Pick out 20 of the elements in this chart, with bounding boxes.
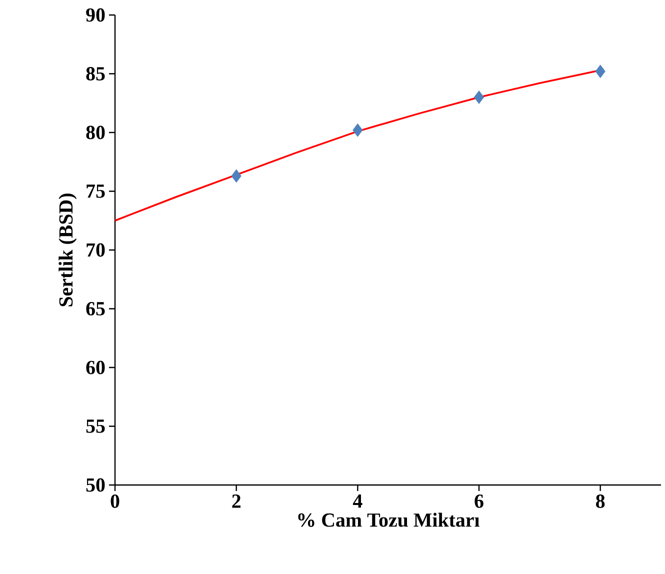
point xyxy=(474,90,484,104)
point xyxy=(595,64,606,78)
y-tick-label: 80 xyxy=(86,126,105,140)
y-tick-label: 65 xyxy=(86,302,105,316)
y-tick-label: 90 xyxy=(86,8,105,22)
y-tick-label: 50 xyxy=(86,478,105,492)
x-axis-title: % Cam Tozu Miktarı xyxy=(298,512,480,527)
x-tick-label: 0 xyxy=(110,494,120,508)
y-tick-label: 60 xyxy=(86,360,105,374)
x-tick-label: 6 xyxy=(474,494,484,508)
x-tick-label: 8 xyxy=(596,494,605,508)
x-tick-label: 4 xyxy=(352,494,362,508)
y-tick-label: 85 xyxy=(86,67,105,80)
y-tick-label: 55 xyxy=(86,420,105,433)
point xyxy=(352,123,363,137)
y-tick-label: 70 xyxy=(86,243,105,257)
point xyxy=(231,169,242,183)
y-axis-title: Sertlik (BSD) xyxy=(58,194,77,306)
x-tick-label: 2 xyxy=(232,494,240,508)
y-tick-label: 75 xyxy=(86,184,105,198)
